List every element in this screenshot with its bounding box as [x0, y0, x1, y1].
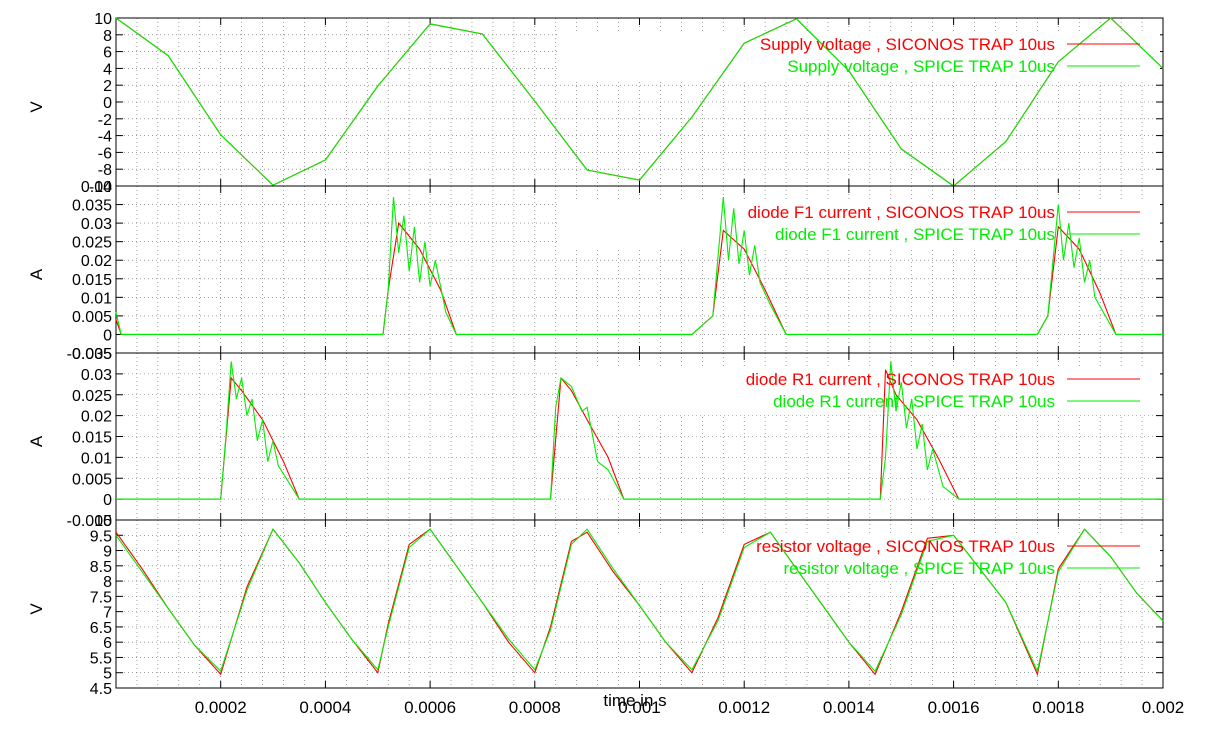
- y-tick-label: 7.5: [90, 589, 112, 606]
- y-tick-label: 0.02: [81, 253, 112, 270]
- legend-label: diode R1 current , SICONOS TRAP 10us: [746, 370, 1055, 389]
- legend-label: diode R1 current , SPICE TRAP 10us: [773, 392, 1055, 411]
- y-tick-label: 0.01: [81, 290, 112, 307]
- y-tick-label: 0.035: [72, 346, 112, 363]
- y-tick-label: 0.025: [72, 388, 112, 405]
- y-tick-label: 9: [103, 544, 112, 561]
- series-line-spice: [116, 361, 1163, 500]
- y-tick-label: 6.5: [90, 620, 112, 637]
- y-tick-label: 7: [103, 605, 112, 622]
- y-tick-label: 0.005: [72, 471, 112, 488]
- y-tick-label: 5: [103, 666, 112, 683]
- legend-box: [560, 31, 1160, 79]
- y-tick-label: 8.5: [90, 559, 112, 576]
- legend-box: [560, 533, 1160, 581]
- x-tick-label: 0.0012: [718, 698, 770, 717]
- x-tick-label: 0.0004: [299, 698, 351, 717]
- y-tick-label: 5.5: [90, 650, 112, 667]
- y-tick-label: 0.025: [72, 235, 112, 252]
- x-tick-label: 0.002: [1142, 698, 1185, 717]
- y-tick-label: 0: [103, 95, 112, 112]
- x-axis-label: time in s: [603, 691, 666, 710]
- y-tick-label: -0.005: [67, 346, 112, 363]
- y-tick-label: 10: [94, 513, 112, 530]
- series-line-spice: [115, 528, 1164, 673]
- y-tick-label: 4.5: [90, 681, 112, 698]
- x-tick-label: 0.0014: [823, 698, 875, 717]
- y-tick-label: 0.03: [81, 216, 112, 233]
- legend-label: resistor voltage , SICONOS TRAP 10us: [756, 537, 1055, 556]
- y-tick-label: 0.005: [72, 309, 112, 326]
- y-tick-label: -0.005: [67, 513, 112, 530]
- legend-label: Supply voltage , SICONOS TRAP 10us: [760, 35, 1055, 54]
- panel-3: -0.005 0 0.005 0.01 0.015 0.02 0.025 0.03 0.035 A…: [27, 346, 1164, 530]
- x-tick-label: 0.0006: [404, 698, 456, 717]
- y-tick-label: 0: [103, 492, 112, 509]
- y-tick-label: 8: [103, 574, 112, 591]
- y-tick-label: -6: [98, 145, 112, 162]
- y-tick-label: 9.5: [90, 528, 112, 545]
- y-tick-label: 0.035: [72, 198, 112, 215]
- x-tick-label: 0.001: [618, 698, 661, 717]
- x-tick-label: 0.0002: [195, 698, 247, 717]
- series-line-spice: [115, 17, 1164, 187]
- y-tick-label: 0: [103, 327, 112, 344]
- y-tick-label: 0.04: [81, 179, 112, 196]
- panel-2: -0.00500.0050.010.0150.020.0250.030.0350…: [27, 179, 1164, 363]
- series-line-spice: [115, 197, 1163, 335]
- y-tick-label: 0.03: [81, 367, 112, 384]
- y-tick-label: 4: [103, 61, 112, 78]
- x-tick-label: 0.0016: [928, 698, 980, 717]
- y-tick-label: 0.015: [72, 272, 112, 289]
- legend-label: resistor voltage , SPICE TRAP 10us: [784, 559, 1056, 578]
- y-tick-label: 10: [94, 11, 112, 28]
- y-tick-label: 0.02: [81, 409, 112, 426]
- y-tick-label: 0.01: [81, 450, 112, 467]
- y-axis-label: V: [27, 101, 46, 113]
- y-tick-label: -10: [89, 179, 112, 196]
- y-axis-label: A: [27, 435, 46, 447]
- panel-frame: [115, 519, 1164, 689]
- legend-label: diode F1 current , SPICE TRAP 10us: [775, 225, 1055, 244]
- y-tick-label: 6: [103, 45, 112, 62]
- y-tick-label: 0.015: [72, 430, 112, 447]
- y-tick-label: -4: [98, 129, 112, 146]
- y-tick-label: -2: [98, 112, 112, 129]
- y-axis-label: V: [27, 603, 46, 615]
- x-tick-label: 0.0008: [509, 698, 561, 717]
- y-tick-label: 6: [103, 635, 112, 652]
- y-tick-label: 8: [103, 28, 112, 45]
- legend-label: diode F1 current , SICONOS TRAP 10us: [748, 203, 1055, 222]
- y-tick-label: 2: [103, 78, 112, 95]
- y-axis-label: A: [27, 268, 46, 280]
- x-tick-label: 0.0018: [1032, 698, 1084, 717]
- y-tick-label: -8: [98, 162, 112, 179]
- legend-box: [560, 366, 1160, 414]
- legend-label: Supply voltage , SPICE TRAP 10us: [787, 57, 1055, 76]
